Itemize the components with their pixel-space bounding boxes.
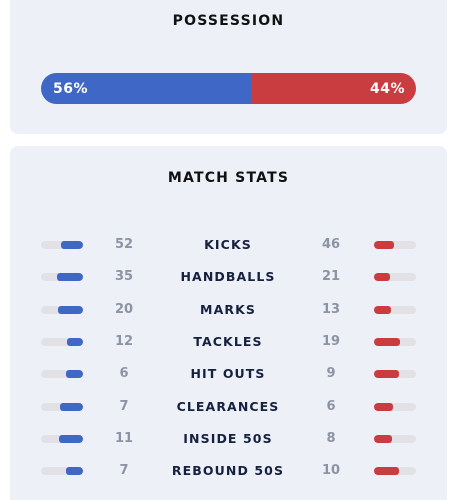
possession-home-label: 56% [53, 80, 89, 97]
stat-row: 6 HIT OUTS 9 [10, 366, 447, 382]
stat-label: MARKS [200, 301, 256, 317]
away-stat-bar-fill [374, 337, 400, 346]
away-stat-bar [374, 434, 416, 443]
away-stat-value: 21 [321, 269, 341, 285]
away-stat-bar-fill [374, 402, 394, 411]
home-stat-bar-fill [60, 402, 83, 411]
possession-away-label: 44% [369, 80, 405, 97]
stat-row: 7 REBOUND 50S 10 [10, 463, 447, 479]
away-stat-bar [374, 241, 416, 249]
home-stat-value: 7 [119, 463, 129, 479]
home-stat-value: 52 [114, 237, 134, 252]
away-stat-bar-fill [374, 305, 391, 314]
stat-label: HIT OUTS [190, 366, 266, 382]
home-stat-bar-fill [65, 467, 83, 476]
home-stat-value: 12 [114, 333, 134, 349]
away-stat-value: 46 [321, 237, 341, 252]
home-stat-value: 6 [119, 366, 129, 382]
home-stat-bar [41, 402, 83, 411]
away-stat-bar [374, 305, 416, 314]
stat-row: 12 TACKLES 19 [10, 334, 447, 350]
stat-label: CLEARANCES [176, 398, 280, 414]
home-stat-bar-fill [57, 305, 83, 314]
home-stat-bar [41, 241, 83, 249]
stat-label: KICKS [204, 237, 252, 252]
possession-home-segment: 56% [41, 73, 251, 104]
away-stat-bar [374, 273, 416, 282]
away-stat-bar [374, 370, 416, 379]
home-stat-bar-fill [66, 370, 83, 379]
home-stat-bar-fill [56, 273, 83, 282]
match-stats-card: MATCH STATS 52 KICKS 46 35 HANDBALLS 21 20 MARK… [10, 146, 447, 500]
home-stat-bar-fill [60, 241, 83, 249]
home-stat-value: 11 [114, 430, 134, 446]
away-stat-bar-fill [374, 370, 400, 379]
away-stat-bar [374, 337, 416, 346]
stat-row: 7 CLEARANCES 6 [10, 399, 447, 415]
away-stat-bar [374, 402, 416, 411]
home-stat-bar [41, 467, 83, 476]
away-stat-value: 9 [326, 366, 336, 382]
away-stat-bar-fill [374, 273, 390, 282]
home-stat-bar [41, 273, 83, 282]
home-stat-bar [41, 305, 83, 314]
stat-label: REBOUND 50S [171, 463, 285, 479]
stat-label: INSIDE 50S [183, 430, 273, 446]
home-stat-bar-fill [66, 337, 83, 346]
stat-row: 52 KICKS 46 [10, 237, 447, 253]
home-stat-value: 7 [119, 398, 129, 414]
stat-row: 11 INSIDE 50S 8 [10, 431, 447, 447]
stat-label: HANDBALLS [180, 269, 276, 285]
away-stat-value: 10 [321, 463, 341, 479]
away-stat-bar-fill [374, 434, 392, 443]
away-stat-bar-fill [374, 241, 394, 249]
home-stat-bar [41, 370, 83, 379]
home-stat-bar [41, 434, 83, 443]
possession-title: POSSESSION [172, 13, 285, 29]
away-stat-value: 19 [321, 333, 341, 349]
possession-card: POSSESSION 56% 44% [10, 0, 447, 134]
home-stat-bar-fill [58, 434, 83, 443]
stat-label: TACKLES [193, 333, 263, 349]
possession-bar: 56% 44% [41, 73, 416, 104]
stat-row: 35 HANDBALLS 21 [10, 269, 447, 285]
possession-away-segment: 44% [251, 73, 416, 104]
home-stat-value: 35 [114, 269, 134, 285]
away-stat-bar [374, 467, 416, 476]
away-stat-bar-fill [374, 467, 399, 476]
away-stat-value: 13 [321, 301, 341, 317]
away-stat-value: 8 [326, 430, 336, 446]
home-stat-bar [41, 337, 83, 346]
away-stat-value: 6 [326, 398, 336, 414]
stat-row: 20 MARKS 13 [10, 302, 447, 318]
home-stat-value: 20 [114, 301, 134, 317]
match-stats-title: MATCH STATS [167, 170, 290, 186]
